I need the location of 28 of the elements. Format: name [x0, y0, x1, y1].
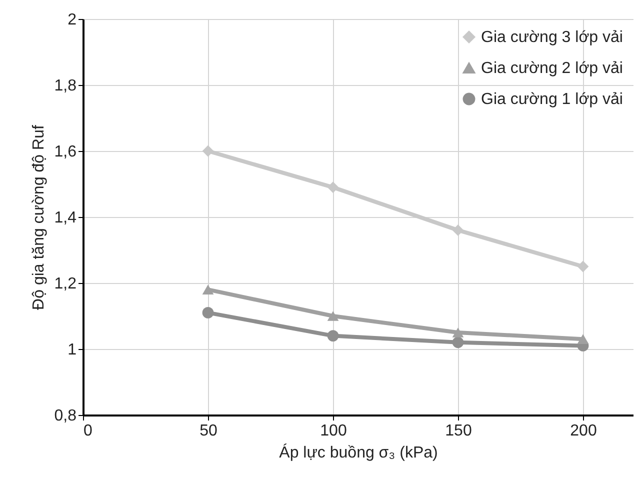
- x-tick-label: 100: [320, 422, 347, 440]
- y-tick-label: 1,2: [54, 276, 77, 292]
- x-tick-label: 200: [570, 422, 597, 440]
- point: [452, 224, 464, 236]
- point: [577, 334, 589, 344]
- point: [327, 311, 339, 321]
- legend-label: Gia cường 2 lớp vải: [481, 60, 623, 77]
- x-tick-label: 0: [84, 422, 92, 440]
- y-tick-label: 2: [68, 12, 77, 28]
- point: [452, 336, 464, 348]
- y-tick-label: 0,8: [54, 408, 77, 424]
- point: [577, 260, 589, 272]
- y-tick-label: 1,6: [54, 144, 77, 160]
- x-tick-label: 50: [200, 422, 218, 440]
- point: [327, 182, 339, 193]
- point: [452, 328, 464, 338]
- y-axis-title: Độ gia tăng cường độ Ruf: [30, 124, 48, 310]
- y-tick-label: 1,4: [54, 210, 77, 226]
- x-axis-title: Áp lực buồng σ₃ (kPa): [279, 444, 438, 462]
- point: [202, 307, 214, 318]
- point: [202, 284, 214, 295]
- y-tick-label: 1: [68, 342, 77, 358]
- x-tick-label: 150: [445, 422, 472, 440]
- y-tick-label: 1,8: [54, 78, 77, 94]
- legend-label: Gia cường 1 lớp vải: [481, 91, 623, 108]
- point: [327, 330, 339, 342]
- legend-label: Gia cường 3 lớp vải: [481, 29, 623, 46]
- point: [202, 145, 214, 157]
